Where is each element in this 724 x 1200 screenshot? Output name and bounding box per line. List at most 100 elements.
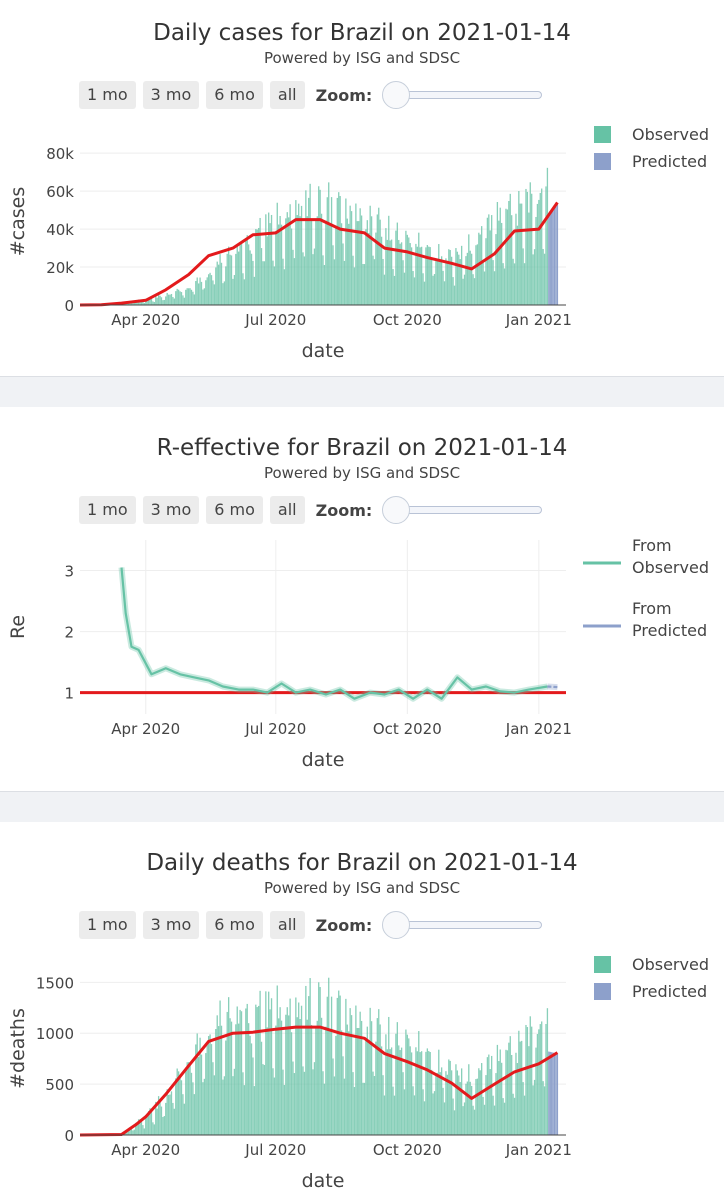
cases-observed-bar bbox=[228, 246, 230, 305]
deaths-observed-bar bbox=[456, 1070, 459, 1135]
zoom-slider-track[interactable] bbox=[394, 91, 543, 99]
deaths-observed-bar bbox=[402, 1072, 404, 1135]
deaths-observed-bar bbox=[235, 1024, 237, 1135]
zoom-slider-handle[interactable] bbox=[382, 81, 411, 109]
deaths-observed-bar bbox=[126, 1130, 128, 1135]
cases-observed-bar bbox=[503, 268, 506, 305]
range-3mo-button[interactable]: 3 mo bbox=[142, 496, 200, 524]
cases-observed-bar bbox=[142, 301, 144, 305]
deaths-observed-bar bbox=[189, 1064, 191, 1135]
deaths-observed-bar bbox=[531, 1026, 533, 1135]
cases-observed-bar bbox=[145, 298, 147, 305]
re-chart: 1 2 3 Apr 2020 Jul 2020 Oct 2020 Jan 2021 date R… bbox=[7, 536, 709, 771]
cases-observed-bar bbox=[430, 259, 433, 305]
deaths-observed-bar bbox=[356, 1028, 358, 1135]
cases-observed-bar bbox=[266, 236, 268, 305]
deaths-trend-line bbox=[79, 1025, 559, 1137]
deaths-observed-bar bbox=[398, 1045, 400, 1135]
cases-observed-bar bbox=[130, 301, 133, 305]
cases-observed-bar bbox=[516, 225, 519, 305]
deaths-observed-bar bbox=[515, 1052, 517, 1135]
cases-predicted-bar bbox=[552, 209, 554, 305]
deaths-observed-bar bbox=[365, 1038, 367, 1135]
cases-observed-bar bbox=[396, 222, 398, 305]
cases-observed-bar bbox=[419, 247, 421, 305]
deaths-predicted-bar bbox=[551, 1052, 553, 1135]
deaths-observed-bar bbox=[382, 1075, 384, 1135]
cases-observed-bar bbox=[163, 299, 165, 305]
zoom-slider-track[interactable] bbox=[394, 506, 543, 514]
range-6mo-button[interactable]: 6 mo bbox=[206, 911, 263, 939]
zoom-slider[interactable] bbox=[382, 81, 543, 109]
deaths-observed-bar bbox=[346, 1024, 348, 1135]
re-chart-subtitle: Powered by ISG and SDSC bbox=[263, 464, 461, 482]
cases-observed-bar bbox=[468, 234, 470, 305]
cases-observed-bar bbox=[465, 256, 467, 305]
deaths-observed-bar bbox=[513, 1097, 516, 1135]
re-x-tick-label: Jan 2021 bbox=[505, 720, 572, 738]
cases-observed-bar bbox=[453, 285, 456, 305]
deaths-observed-bar bbox=[306, 1019, 308, 1135]
cases-observed-bar bbox=[539, 192, 541, 305]
cases-observed-bar bbox=[252, 260, 254, 305]
deaths-observed-bar bbox=[268, 991, 270, 1135]
deaths-observed-bar bbox=[348, 1031, 350, 1135]
range-1mo-button[interactable]: 1 mo bbox=[79, 81, 136, 109]
range-6mo-button[interactable]: 6 mo bbox=[206, 496, 263, 524]
deaths-observed-bar bbox=[339, 995, 341, 1135]
deaths-observed-bar bbox=[322, 1071, 324, 1135]
deaths-observed-bar bbox=[209, 1034, 211, 1135]
range-6mo-button[interactable]: 6 mo bbox=[206, 81, 263, 109]
deaths-observed-bar bbox=[272, 1068, 274, 1135]
deaths-observed-bar bbox=[355, 1005, 357, 1135]
cases-observed-bar bbox=[483, 271, 486, 305]
deaths-observed-bar bbox=[249, 1035, 251, 1135]
deaths-observed-bar bbox=[522, 1082, 524, 1135]
cases-observed-bar bbox=[356, 221, 358, 305]
cases-observed-bar bbox=[312, 254, 314, 305]
range-1mo-button[interactable]: 1 mo bbox=[79, 911, 136, 939]
deaths-observed-bar bbox=[240, 1011, 243, 1135]
deaths-observed-bar bbox=[320, 1017, 323, 1135]
cases-observed-bar bbox=[240, 243, 243, 305]
deaths-observed-bar bbox=[310, 1024, 313, 1135]
cases-observed-bar bbox=[175, 291, 177, 305]
deaths-observed-bar bbox=[262, 1064, 264, 1135]
deaths-observed-bar bbox=[172, 1102, 174, 1135]
deaths-observed-bar bbox=[458, 1075, 460, 1135]
range-3mo-button[interactable]: 3 mo bbox=[142, 911, 200, 939]
deaths-observed-bar bbox=[309, 978, 311, 1135]
deaths-observed-bar bbox=[426, 1048, 429, 1135]
cases-observed-bar bbox=[243, 279, 246, 305]
zoom-slider[interactable] bbox=[382, 496, 543, 524]
cases-observed-bar bbox=[318, 186, 320, 305]
deaths-observed-bar bbox=[372, 1071, 374, 1135]
range-1mo-button[interactable]: 1 mo bbox=[79, 496, 136, 524]
deaths-legend-label-observed: Observed bbox=[632, 955, 709, 974]
zoom-slider[interactable] bbox=[382, 911, 543, 939]
cases-trend-line bbox=[79, 201, 559, 307]
cases-observed-bar bbox=[313, 248, 316, 305]
range-all-button[interactable]: all bbox=[269, 911, 305, 939]
cases-observed-bar bbox=[328, 182, 330, 305]
range-all-button[interactable]: all bbox=[269, 496, 305, 524]
zoom-slider-handle[interactable] bbox=[382, 911, 411, 939]
cases-observed-bar bbox=[542, 248, 544, 305]
cases-observed-bar bbox=[383, 274, 386, 305]
deaths-observed-bar bbox=[285, 1014, 287, 1135]
deaths-observed-bar bbox=[159, 1101, 161, 1135]
re-y-tick-label: 2 bbox=[64, 624, 74, 642]
deaths-observed-bar bbox=[273, 1077, 276, 1135]
range-all-button[interactable]: all bbox=[269, 81, 305, 109]
deaths-observed-bar bbox=[469, 1081, 471, 1135]
deaths-observed-bar bbox=[222, 1079, 224, 1135]
zoom-slider-handle[interactable] bbox=[382, 496, 411, 524]
zoom-slider-track[interactable] bbox=[394, 921, 543, 929]
cases-observed-bar bbox=[362, 263, 364, 305]
range-3mo-button[interactable]: 3 mo bbox=[142, 81, 200, 109]
cases-range-controls: 1 mo 3 mo 6 mo all Zoom: bbox=[79, 81, 543, 109]
deaths-observed-bar bbox=[465, 1083, 467, 1135]
deaths-observed-bar bbox=[345, 998, 347, 1135]
deaths-observed-bar bbox=[395, 1033, 397, 1135]
cases-observed-bar bbox=[269, 223, 271, 305]
